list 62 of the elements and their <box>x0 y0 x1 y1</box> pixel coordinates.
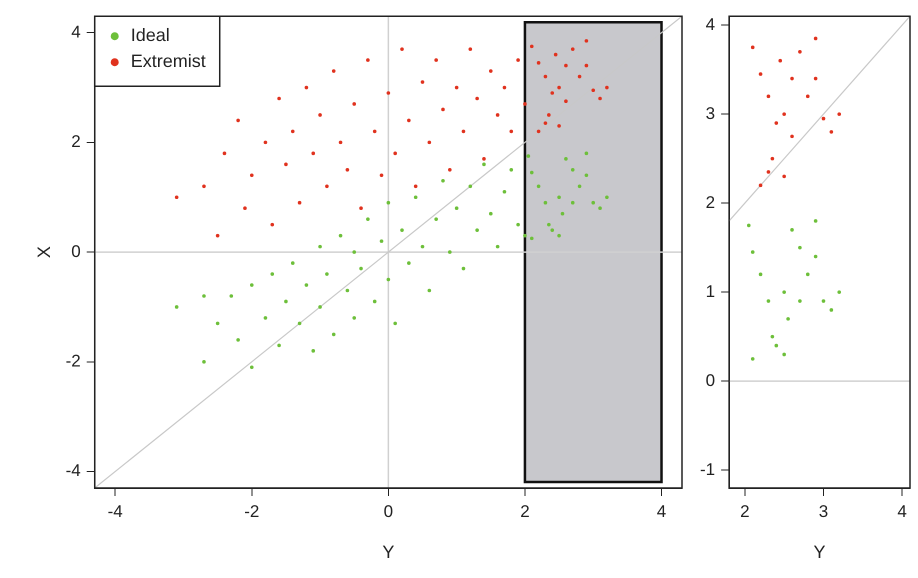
point <box>798 299 802 303</box>
x-axis-title: Y <box>382 542 394 562</box>
point <box>770 334 774 338</box>
point <box>822 116 826 120</box>
point <box>782 112 786 116</box>
y-tick-label: -4 <box>66 461 81 480</box>
point <box>837 290 842 294</box>
point <box>798 50 802 54</box>
point <box>750 46 755 50</box>
y-tick-label: 2 <box>706 192 716 212</box>
point <box>798 246 802 250</box>
point <box>837 112 842 116</box>
x-tick-label: 3 <box>818 502 828 521</box>
x-tick-label: 4 <box>897 502 907 521</box>
y-tick-label: 1 <box>706 282 716 301</box>
point <box>814 36 818 40</box>
point <box>814 219 818 223</box>
x-tick-label: 4 <box>656 502 666 521</box>
point <box>806 272 810 276</box>
legend-label: Ideal <box>130 25 170 46</box>
point <box>830 308 834 312</box>
point <box>766 94 770 98</box>
y-tick-label: 3 <box>706 104 716 123</box>
y-tick-label: 2 <box>71 132 81 152</box>
point <box>782 290 786 294</box>
point <box>830 130 834 134</box>
point <box>750 250 755 254</box>
point <box>774 121 778 125</box>
y-tick-label: 4 <box>71 22 81 42</box>
y-axis-title: X <box>34 246 54 258</box>
point <box>782 352 786 356</box>
point <box>814 254 818 258</box>
point <box>790 134 794 138</box>
x-tick-label: -2 <box>244 502 260 521</box>
x-tick-label: -4 <box>108 502 123 521</box>
point <box>770 156 774 160</box>
point <box>806 94 810 98</box>
x-tick-label: 0 <box>384 502 394 521</box>
x-tick-label: 2 <box>520 502 530 521</box>
point <box>790 228 794 232</box>
y-tick-label: 0 <box>706 370 716 390</box>
point <box>746 224 751 228</box>
point <box>758 184 762 188</box>
point <box>758 272 762 276</box>
point <box>782 174 786 178</box>
point <box>822 299 826 303</box>
y-tick-label: 0 <box>71 242 81 261</box>
legend-label: Extremist <box>130 51 206 72</box>
point <box>778 58 782 63</box>
point <box>766 170 770 174</box>
point <box>814 76 818 80</box>
point <box>758 72 762 76</box>
y-tick-label: -1 <box>700 460 716 479</box>
x-tick-label: 2 <box>740 502 750 521</box>
y-tick-label: 4 <box>706 14 716 34</box>
point <box>774 344 778 348</box>
point <box>766 299 770 303</box>
x-axis-title: Y <box>814 542 826 562</box>
point <box>750 357 755 361</box>
point <box>786 317 790 321</box>
y-tick-label: -2 <box>66 352 81 371</box>
point <box>790 76 794 80</box>
